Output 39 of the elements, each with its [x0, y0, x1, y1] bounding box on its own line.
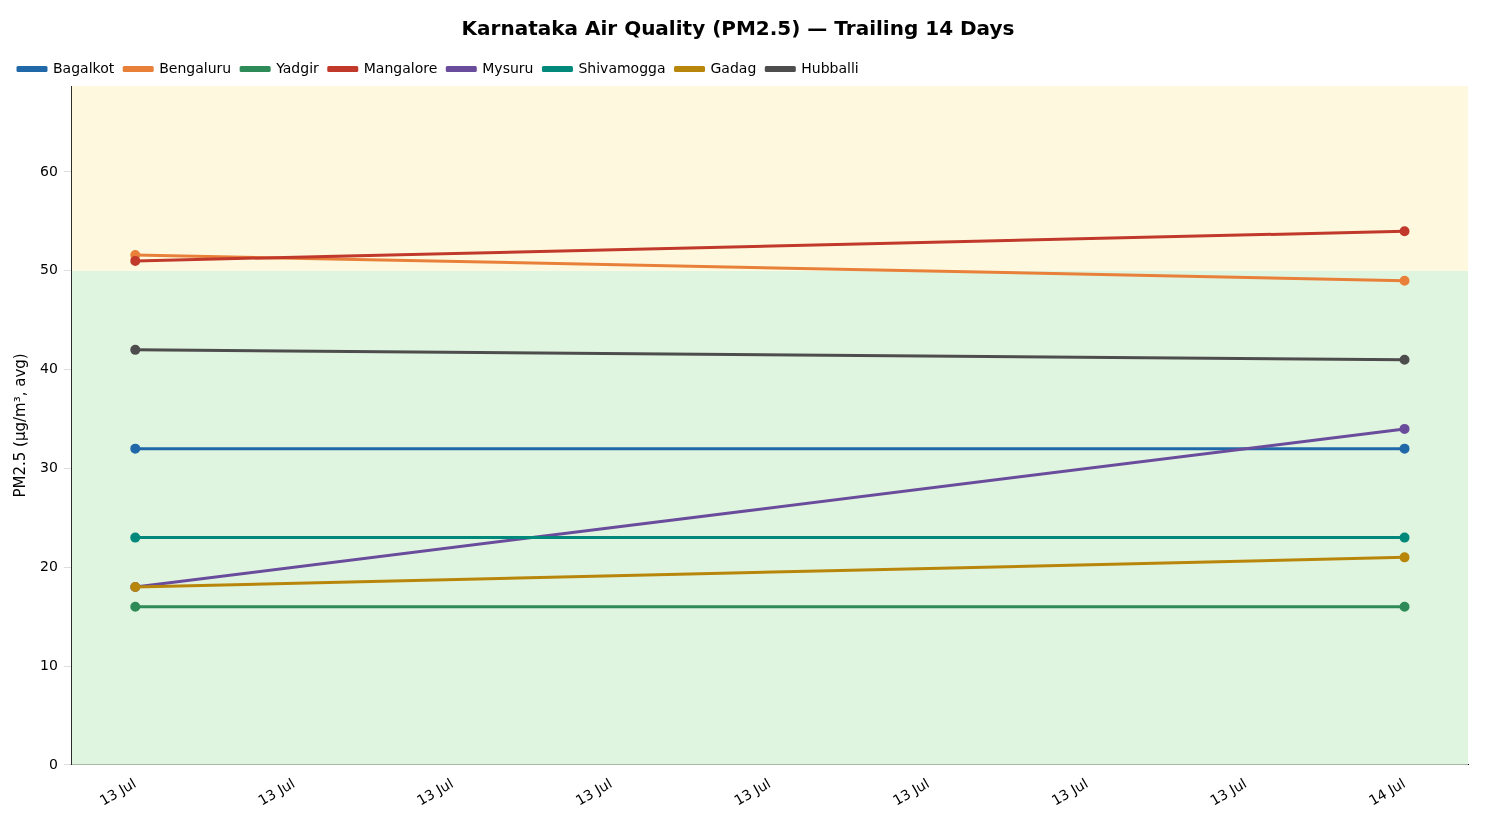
x-tick-label: 13 Jul	[572, 775, 615, 809]
x-tick-label: 13 Jul	[731, 775, 774, 809]
point	[1399, 275, 1410, 286]
x-tick-label: 13 Jul	[96, 775, 139, 809]
point	[1399, 552, 1410, 563]
y-tick-label: 50	[39, 261, 58, 278]
legend-label: Hubballi	[801, 59, 859, 76]
point	[1399, 532, 1410, 543]
y-axis-title: PM2.5 (µg/m³, avg)	[10, 353, 29, 498]
y-tick-label: 20	[39, 557, 58, 574]
legend-label: Shivamogga	[578, 59, 666, 76]
point	[130, 255, 141, 266]
y-tick-label: 60	[39, 162, 58, 179]
chart-title: Karnataka Air Quality (PM2.5) — Trailing 14 Days	[461, 16, 1015, 41]
point	[130, 601, 141, 612]
y-tick-label: 40	[39, 360, 58, 377]
x-tick-label: 14 Jul	[1365, 775, 1408, 809]
point	[130, 443, 141, 454]
point	[1399, 443, 1410, 454]
x-tick-label: 13 Jul	[1048, 775, 1091, 809]
y-tick-label: 30	[39, 459, 58, 476]
x-tick-label: 13 Jul	[414, 775, 456, 809]
point	[1399, 423, 1410, 434]
point	[130, 344, 141, 355]
point	[1399, 226, 1410, 237]
legend-label: Bengaluru	[159, 59, 232, 76]
point	[1399, 601, 1410, 612]
legend-label: Mysuru	[482, 59, 534, 76]
legend-label: Gadag	[710, 59, 757, 76]
y-tick-label: 0	[48, 755, 58, 772]
legend-label: Mangalore	[363, 59, 438, 76]
x-tick-label: 13 Jul	[1207, 775, 1250, 809]
point	[1399, 354, 1410, 365]
legend-label: Bagalkot	[53, 59, 115, 76]
y-tick-label: 10	[39, 656, 58, 673]
x-tick-label: 13 Jul	[890, 775, 932, 809]
point	[130, 532, 141, 543]
legend-label: Yadgir	[275, 59, 320, 76]
x-tick-label: 13 Jul	[255, 775, 298, 809]
